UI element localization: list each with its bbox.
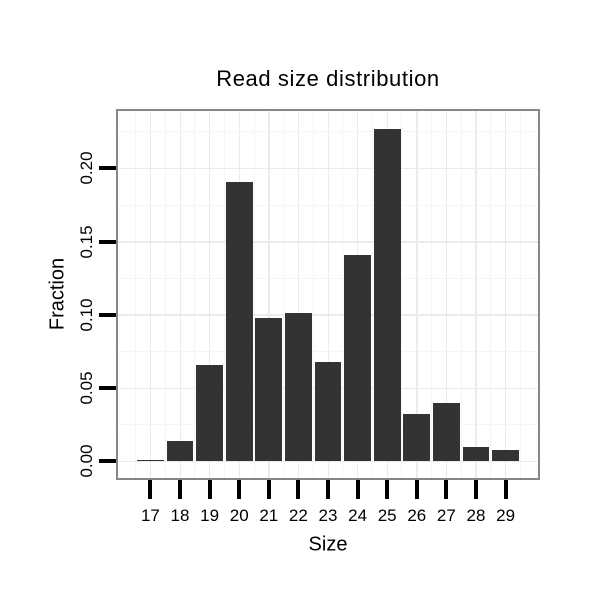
gridline-major-v [179, 111, 181, 478]
y-tick-label: 0.10 [77, 298, 96, 332]
bar-size-25 [373, 128, 401, 462]
bar-size-27 [433, 402, 460, 462]
gridline-minor-v [164, 111, 166, 478]
x-tick-label: 17 [140, 506, 160, 525]
x-tick-label: 25 [377, 506, 397, 525]
gridline-major-v [445, 111, 448, 478]
x-tick [326, 480, 330, 499]
gridline-major-v [475, 111, 477, 478]
gridline-major-v [297, 111, 300, 478]
x-tick-label: 21 [259, 506, 279, 525]
x-tick-label: 22 [288, 506, 308, 525]
gridline-minor-v [460, 111, 462, 478]
x-tick-label: 24 [348, 506, 368, 525]
chart-title: Read size distribution [216, 66, 440, 91]
gridline-major-v [505, 111, 507, 478]
gridline-major-v [149, 111, 152, 478]
gridline-major-v [327, 111, 329, 478]
bar-size-19 [196, 364, 223, 462]
x-tick-label: 27 [436, 506, 456, 525]
bar-size-29 [492, 449, 519, 462]
y-tick [99, 312, 116, 317]
gridline-minor-v [135, 111, 137, 478]
gridline-minor-v [342, 111, 344, 478]
gridline-minor-v [519, 111, 521, 478]
gridline-minor-v [401, 111, 403, 478]
y-tick [99, 166, 116, 171]
gridline-major-v [416, 111, 418, 478]
bar-size-26 [403, 414, 431, 462]
x-tick [414, 480, 419, 499]
x-tick-label: 18 [170, 506, 190, 525]
bar-size-18 [166, 440, 194, 462]
y-axis-title: Fraction [46, 257, 69, 331]
y-tick-label: 0.15 [77, 225, 96, 259]
x-axis-title: Size [308, 533, 348, 556]
x-tick [473, 480, 478, 499]
y-tick [99, 386, 116, 391]
y-tick-label: 0.05 [77, 371, 96, 405]
gridline-minor-v [431, 111, 433, 478]
x-tick-label: 23 [318, 506, 338, 525]
gridline-minor-v [283, 111, 285, 478]
gridline-minor-v [253, 111, 255, 478]
x-tick [503, 480, 508, 499]
plot-panel [116, 109, 540, 480]
x-tick-label: 20 [229, 506, 249, 525]
gridline-minor-v [312, 111, 314, 478]
x-tick [207, 480, 212, 499]
gridline-major-v [209, 111, 211, 478]
gridline-minor-v [223, 111, 225, 478]
gridline-minor-v [371, 111, 373, 478]
x-tick [444, 480, 449, 499]
gridline-minor-v [490, 111, 492, 478]
bar-size-22 [285, 313, 312, 462]
x-tick [237, 480, 242, 499]
x-tick-label: 26 [407, 506, 427, 525]
gridline-major-v [268, 111, 270, 478]
y-tick-label: 0.20 [77, 151, 96, 185]
bar-size-28 [462, 446, 490, 462]
bar-size-17 [137, 459, 164, 462]
y-tick [99, 239, 116, 244]
y-tick [99, 459, 116, 464]
x-tick [296, 480, 301, 499]
x-tick-label: 29 [496, 506, 516, 525]
x-tick [266, 480, 271, 499]
gridline-minor-v [194, 111, 196, 478]
x-tick [385, 480, 390, 499]
bar-size-21 [255, 317, 283, 462]
x-tick-label: 28 [466, 506, 486, 525]
x-tick-label: 19 [200, 506, 220, 525]
bar-size-24 [344, 254, 371, 462]
bar-size-20 [225, 181, 253, 462]
x-tick [148, 480, 153, 499]
x-tick [355, 480, 360, 499]
x-tick [178, 480, 182, 499]
y-tick-label: 0.00 [77, 444, 96, 478]
bar-size-23 [314, 361, 342, 462]
